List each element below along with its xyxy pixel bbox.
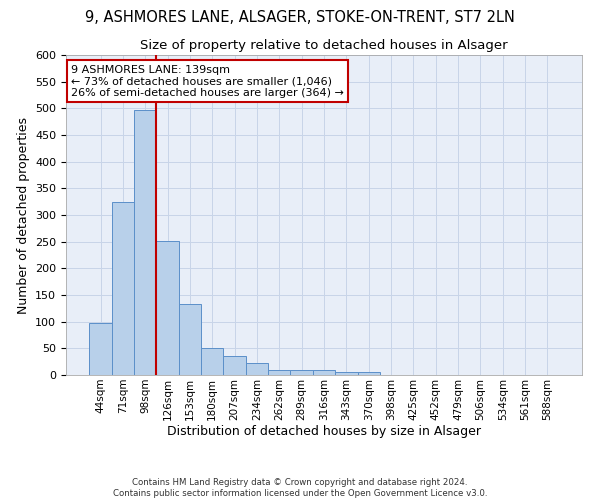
Bar xyxy=(134,110,157,375)
Text: Contains HM Land Registry data © Crown copyright and database right 2024.
Contai: Contains HM Land Registry data © Crown c… xyxy=(113,478,487,498)
Bar xyxy=(335,372,358,375)
Title: Size of property relative to detached houses in Alsager: Size of property relative to detached ho… xyxy=(140,40,508,52)
Text: 9 ASHMORES LANE: 139sqm
← 73% of detached houses are smaller (1,046)
26% of semi: 9 ASHMORES LANE: 139sqm ← 73% of detache… xyxy=(71,64,344,98)
Bar xyxy=(201,348,223,375)
Bar xyxy=(290,370,313,375)
Bar xyxy=(313,370,335,375)
Bar xyxy=(358,372,380,375)
X-axis label: Distribution of detached houses by size in Alsager: Distribution of detached houses by size … xyxy=(167,426,481,438)
Bar xyxy=(89,324,112,375)
Text: 9, ASHMORES LANE, ALSAGER, STOKE-ON-TRENT, ST7 2LN: 9, ASHMORES LANE, ALSAGER, STOKE-ON-TREN… xyxy=(85,10,515,25)
Y-axis label: Number of detached properties: Number of detached properties xyxy=(17,116,29,314)
Bar xyxy=(112,202,134,375)
Bar xyxy=(179,304,201,375)
Bar xyxy=(223,356,246,375)
Bar xyxy=(157,241,179,375)
Bar xyxy=(268,370,290,375)
Bar xyxy=(246,364,268,375)
